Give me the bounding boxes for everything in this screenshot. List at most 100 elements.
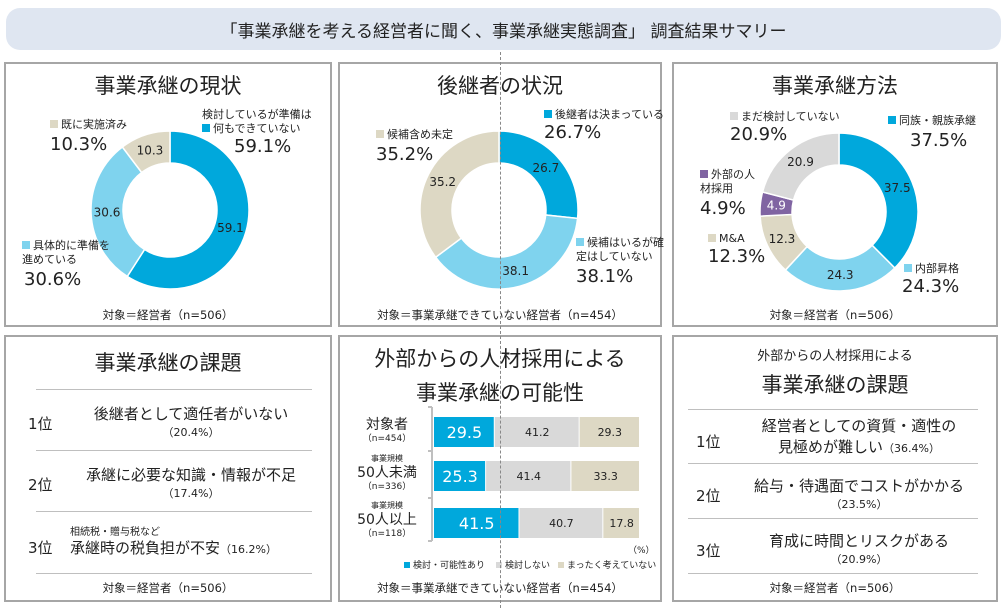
category-n: （n=118） [362, 529, 412, 539]
panel-external-hiring-issues: 外部からの人材採用による 事業承継の課題 1位 経営者としての資質・適性の 見極め… [672, 335, 998, 602]
panel-succession-status: 事業承継の現状 59.1 30.6 10.3 検討しているが準備は何もできていない … [4, 62, 332, 327]
footnote: 対象＝経営者（n=506） [102, 308, 234, 322]
slice-value-label: 20.9 [787, 155, 814, 169]
rank-label: 2位 [696, 487, 721, 505]
divider [688, 463, 978, 464]
donut-slice [90, 145, 146, 278]
panel-succession-method: 事業承継方法 37.5 24.3 12.3 4.9 20.9 同族・親族承継 37.5%… [672, 62, 998, 327]
bar-segment [571, 461, 639, 491]
donut-slice [761, 132, 840, 202]
bar-segment [434, 417, 494, 447]
bar-segment [434, 461, 486, 491]
issue-item: 経営者としての資質・適性の 見極めが難しい（36.4%） [761, 417, 957, 456]
legend-label: 後継者は決まっている [544, 108, 664, 122]
rank-label: 3位 [28, 539, 53, 557]
bar-value-label: 29.3 [598, 426, 623, 439]
legend-label: 内部昇格 [904, 262, 959, 276]
bar-segment [579, 417, 639, 447]
bar-segment [603, 508, 639, 538]
donut-slice [126, 130, 250, 290]
divider [36, 511, 312, 512]
slice-percent: 35.2% [376, 144, 434, 165]
issue-item: 育成に時間とリスクがある （20.9%） [768, 532, 949, 566]
bar-segment [434, 508, 519, 538]
bar-value-label: 41.4 [517, 470, 542, 483]
slice-value-label: 24.3 [827, 268, 854, 282]
issue-item: 後継者として適任者がいない （20.4%） [93, 405, 289, 439]
issue-note: 相続税・贈与税など [70, 527, 160, 538]
legend-label: M&A [708, 232, 745, 246]
bar-segment [519, 508, 603, 538]
legend-item: まったく考えていない [558, 558, 656, 571]
category-label: 対象者 （n=454） [342, 417, 432, 445]
slice-value-label: 30.6 [94, 205, 121, 219]
slice-percent: 24.3% [902, 276, 960, 297]
legend-item: 検討・可能性あり [404, 558, 485, 571]
legend-label: 具体的に準備を進めている [22, 239, 110, 266]
divider [688, 409, 978, 410]
slice-value-label: 59.1 [217, 221, 244, 235]
donut-chart: 26.7 38.1 35.2 [419, 130, 579, 290]
legend-label: まだ検討していない [730, 110, 840, 124]
legend-label: 候補はいるが確定はしていない [576, 236, 664, 263]
issue-item: 給与・待遇面でコストがかかる （23.5%） [753, 477, 964, 511]
slice-value-label: 4.9 [767, 199, 786, 213]
stacked-bar-chart: 29.5 41.2 29.3 25.3 41.4 33.3 41.5 40.7 17.8 [428, 406, 639, 542]
legend-label: 同族・親族承継 [888, 114, 976, 128]
bar-value-label: 17.8 [609, 517, 634, 530]
panel-title: 事業承継方法 [772, 74, 898, 98]
page-title: 「事業承継を考える経営者に聞く、事業承継実態調査」 調査結果サマリー [220, 21, 787, 42]
legend-label: 外部の人材採用 [700, 168, 755, 195]
category-prefix: 事業規模 [371, 501, 403, 510]
panel-title: 外部からの人材採用による [757, 349, 913, 364]
rank-label: 1位 [28, 415, 53, 433]
slice-percent: 10.3% [50, 134, 108, 155]
category-label: 事業規模 50人以上 （n=118） [342, 500, 432, 540]
slice-percent: 30.6% [24, 269, 82, 290]
category-n: （n=336） [362, 482, 412, 492]
unit-label: （%） [628, 546, 655, 556]
rank-label: 2位 [28, 476, 53, 494]
donut-slice [419, 130, 500, 259]
divider [688, 573, 978, 574]
footnote: 対象＝経営者（n=506） [769, 308, 901, 322]
guide-line [500, 52, 501, 608]
slice-percent: 37.5% [910, 130, 968, 151]
divider [688, 518, 978, 519]
divider [36, 450, 312, 451]
slice-percent: 59.1% [234, 136, 292, 157]
legend-item: 検討しない [496, 558, 550, 571]
donut-slice [838, 132, 919, 270]
panel-title: 事業承継の現状 [94, 74, 242, 98]
category-name: 対象者 [366, 417, 408, 433]
slice-percent: 12.3% [708, 246, 766, 267]
slice-percent: 38.1% [576, 266, 634, 287]
slice-value-label: 37.5 [884, 181, 911, 195]
slice-percent: 4.9% [700, 198, 746, 219]
bar-value-label: 41.5 [459, 514, 495, 533]
slice-value-label: 35.2 [429, 175, 456, 189]
slice-percent: 20.9% [730, 124, 788, 145]
category-prefix: 事業規模 [371, 454, 403, 463]
summary-banner: 「事業承継を考える経営者に聞く、事業承継実態調査」 調査結果サマリー [6, 8, 1001, 50]
slice-value-label: 12.3 [769, 232, 796, 246]
footnote: 対象＝経営者（n=506） [102, 581, 234, 595]
rank-label: 1位 [696, 433, 721, 451]
category-name: 50人未満 [357, 465, 417, 481]
legend-label: 候補含め未定 [376, 128, 453, 142]
slice-value-label: 10.3 [137, 143, 164, 157]
slice-value-label: 38.1 [502, 264, 529, 278]
footnote: 対象＝経営者（n=506） [769, 581, 901, 595]
divider [36, 573, 312, 574]
issue-item: 承継に必要な知識・情報が不足 （17.4%） [85, 466, 296, 500]
legend-label: 検討しているが準備は何もできていない [202, 108, 312, 135]
legend-label: 既に実施済み [50, 118, 127, 132]
slice-percent: 26.7% [544, 122, 602, 143]
bar-value-label: 40.7 [549, 517, 574, 530]
panel-title: 事業承継の課題 [94, 351, 242, 375]
legend-swatch [202, 124, 210, 132]
donut-slice [434, 214, 579, 290]
panel-succession-issues: 事業承継の課題 1位 後継者として適任者がいない （20.4%） 2位 承継に必要… [4, 335, 332, 602]
donut-chart: 37.5 24.3 12.3 4.9 20.9 [759, 132, 919, 292]
bar-value-label: 33.3 [593, 470, 618, 483]
